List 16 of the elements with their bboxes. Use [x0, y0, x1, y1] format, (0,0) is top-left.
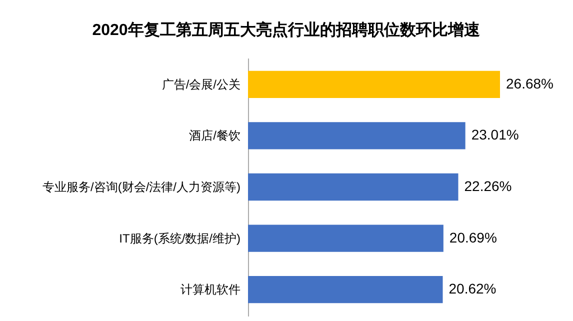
- bar: [248, 173, 458, 201]
- bar: [248, 224, 444, 252]
- y-tick-label: IT服务(系统/数据/维护): [119, 231, 240, 246]
- bar: [248, 122, 466, 150]
- data-label: 23.01%: [471, 126, 519, 143]
- y-tick-label: 广告/会展/公关: [162, 77, 240, 92]
- data-label: 20.62%: [448, 280, 496, 297]
- data-label: 20.69%: [449, 229, 497, 246]
- y-tick-label: 酒店/餐饮: [189, 128, 240, 143]
- y-tick-label: 专业服务/咨询(财会/法律/人力资源等): [42, 180, 240, 194]
- chart-title: 2020年复工第五周五大亮点行业的招聘职位数环比增速: [92, 20, 481, 39]
- bar: [248, 276, 443, 304]
- data-label: 22.26%: [464, 178, 512, 194]
- y-tick-label: 计算机软件: [180, 282, 240, 297]
- data-label: 26.68%: [506, 75, 554, 92]
- bar: [248, 70, 500, 98]
